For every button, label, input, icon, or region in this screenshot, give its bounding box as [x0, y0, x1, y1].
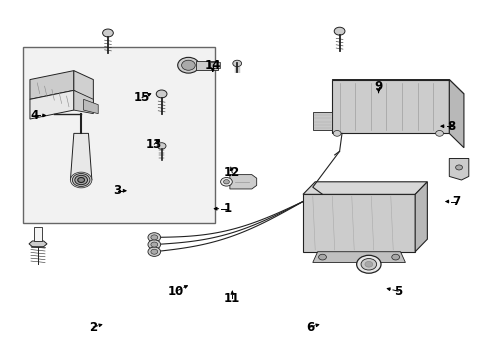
Polygon shape	[303, 194, 414, 252]
Circle shape	[232, 60, 241, 67]
Polygon shape	[195, 61, 217, 69]
Bar	[34, 226, 42, 241]
Text: 12: 12	[224, 166, 240, 179]
Text: 11: 11	[224, 292, 240, 305]
Circle shape	[148, 240, 160, 249]
Circle shape	[318, 254, 326, 260]
Circle shape	[156, 90, 166, 98]
Text: 1: 1	[223, 202, 231, 215]
Circle shape	[75, 175, 87, 185]
Circle shape	[435, 131, 443, 136]
Polygon shape	[70, 134, 92, 180]
Circle shape	[220, 177, 232, 186]
Circle shape	[333, 27, 344, 35]
Polygon shape	[414, 182, 427, 252]
Polygon shape	[312, 112, 331, 130]
Text: 7: 7	[451, 195, 460, 208]
Circle shape	[391, 254, 399, 260]
Text: 15: 15	[134, 91, 150, 104]
Circle shape	[72, 174, 90, 186]
Bar	[210, 62, 220, 68]
Polygon shape	[229, 175, 256, 189]
Circle shape	[151, 235, 158, 240]
Polygon shape	[74, 71, 93, 103]
Polygon shape	[83, 99, 98, 114]
Circle shape	[455, 165, 462, 170]
Circle shape	[151, 249, 158, 254]
Polygon shape	[29, 241, 47, 247]
Polygon shape	[312, 252, 405, 262]
Circle shape	[360, 258, 376, 270]
Circle shape	[364, 261, 372, 267]
Circle shape	[181, 60, 195, 70]
Circle shape	[223, 180, 229, 184]
Text: 2: 2	[89, 320, 97, 333]
Text: 14: 14	[204, 59, 221, 72]
Circle shape	[78, 177, 84, 183]
Circle shape	[148, 233, 160, 242]
Polygon shape	[303, 182, 427, 194]
Circle shape	[151, 242, 158, 247]
Circle shape	[332, 131, 340, 136]
Circle shape	[102, 29, 113, 37]
Polygon shape	[448, 80, 463, 148]
Text: 8: 8	[447, 120, 455, 133]
Text: 6: 6	[305, 320, 314, 333]
Circle shape	[148, 247, 160, 256]
Polygon shape	[331, 80, 463, 94]
Polygon shape	[30, 71, 74, 99]
Text: 3: 3	[113, 184, 122, 197]
Polygon shape	[30, 90, 74, 119]
Polygon shape	[74, 90, 93, 114]
Circle shape	[177, 57, 199, 73]
Polygon shape	[448, 158, 468, 180]
Text: 4: 4	[31, 109, 39, 122]
Circle shape	[157, 143, 165, 149]
Bar	[22, 47, 215, 223]
Circle shape	[356, 255, 380, 273]
Text: 13: 13	[146, 138, 162, 150]
Text: 10: 10	[168, 285, 184, 298]
Text: 5: 5	[393, 285, 402, 298]
Text: 9: 9	[374, 80, 382, 93]
Polygon shape	[331, 80, 448, 134]
Circle shape	[70, 172, 92, 188]
